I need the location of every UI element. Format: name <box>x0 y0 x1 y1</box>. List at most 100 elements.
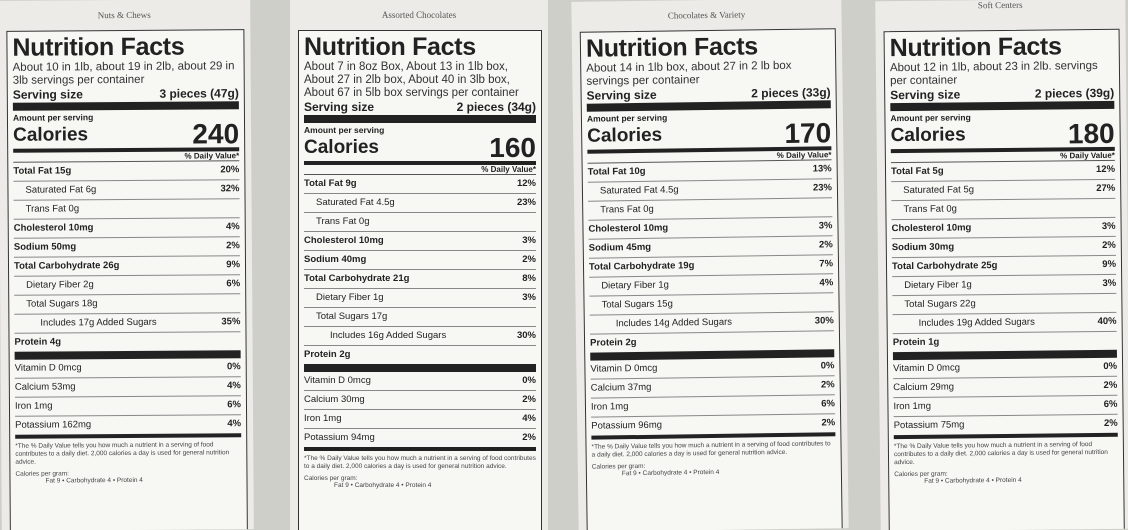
nutrient-name: Vitamin D 0mcg <box>893 362 961 375</box>
nutrition-label: Nutrition Facts About 7 in 8oz Box, About… <box>298 30 542 530</box>
serving-size-value: 2 pieces (34g) <box>456 100 536 114</box>
nutrient-row: Vitamin D 0mcg 0% <box>304 372 536 391</box>
nutrient-row: Saturated Fat 5g 27% <box>891 179 1116 202</box>
nutrient-name: Calcium 29mg <box>893 381 955 394</box>
daily-value: 23% <box>812 182 833 194</box>
daily-value: 3% <box>1101 220 1116 232</box>
nutrient-row: Calcium 30mg 2% <box>304 391 536 410</box>
serving-size: Serving size 2 pieces (39g) <box>890 85 1115 112</box>
footnote: *The % Daily Value tells you how much a … <box>591 440 831 459</box>
title: Nutrition Facts <box>304 33 476 61</box>
nutrient-row: Total Fat 9g 12% <box>304 175 536 194</box>
daily-value: 2% <box>226 240 240 252</box>
nutrition-label: Nutrition Facts About 14 in 1lb box, abou… <box>579 28 843 530</box>
calories: Calories 180 <box>890 118 1115 154</box>
nutrient-row: Includes 17g Added Sugars 35% <box>14 313 241 334</box>
caption: Nuts & Chews <box>97 9 151 21</box>
nutrient-name: Total Fat 10g <box>587 165 646 178</box>
nutrient-name: Calcium 37mg <box>590 381 652 394</box>
daily-value: 12% <box>516 178 536 189</box>
nutrient-row: Cholesterol 10mg 3% <box>891 217 1116 240</box>
servings: About 14 in 1lb box, about 27 in 2 lb bo… <box>586 59 792 88</box>
daily-value: 2% <box>522 432 536 443</box>
serving-size-label: Serving size <box>586 87 657 103</box>
daily-value: 2% <box>522 254 536 265</box>
nutrient-row: Calcium 53mg 4% <box>14 377 241 398</box>
caption: Chocolates & Variety <box>667 9 746 21</box>
calories-label: Calories <box>890 124 966 147</box>
nutrition-label: Nutrition Facts About 12 in 1lb, about 23… <box>883 28 1125 530</box>
serving-size-label: Serving size <box>890 87 961 103</box>
nutrient-row: Total Fat 5g 12% <box>890 160 1116 183</box>
daily-value: 30% <box>814 315 834 327</box>
daily-value: 4% <box>819 277 834 289</box>
daily-value: 35% <box>221 316 241 328</box>
nutrient-row: Vitamin D 0mcg 0% <box>14 358 241 379</box>
nutrient-name: Total Fat 5g <box>890 165 944 178</box>
nutrient-name: Potassium 75mg <box>893 419 965 432</box>
nutrient-row: Iron 1mg 6% <box>14 396 242 417</box>
nutrient-name: Protein 2g <box>304 349 351 360</box>
daily-value: 0% <box>226 361 241 373</box>
nutrient-row: Sodium 30mg 2% <box>891 236 1116 259</box>
footer: Calories per gram: Fat 9 • Carbohydrate 4… <box>15 469 241 485</box>
footer-values: Fat 9 • Carbohydrate 4 • Protein 4 <box>334 482 432 489</box>
daily-value: 3% <box>522 292 536 303</box>
daily-value: 7% <box>819 258 834 270</box>
nutrient-name: Dietary Fiber 2g <box>26 279 94 291</box>
nutrient-row: Potassium 162mg 4% <box>15 415 242 439</box>
nutrient-row: Includes 16g Added Sugars 30% <box>304 327 536 346</box>
nutrient-row: Cholesterol 10mg 3% <box>304 232 536 251</box>
nutrient-name: Potassium 162mg <box>15 419 92 431</box>
nutrient-row: Protein 2g <box>589 331 835 361</box>
daily-value: 30% <box>516 330 536 341</box>
daily-value: 6% <box>227 399 242 411</box>
nutrient-row: Trans Fat 0g <box>13 199 240 220</box>
daily-value: 13% <box>812 163 832 175</box>
caption: Soft Centers <box>977 0 1023 11</box>
calories-label: Calories <box>304 137 379 158</box>
footer: Calories per gram: Fat 9 • Carbohydrate 4… <box>592 460 836 477</box>
calories-value: 170 <box>784 117 832 149</box>
nutrient-name: Protein 1g <box>892 336 940 349</box>
nutrient-row: Total Sugars 18g <box>14 294 241 315</box>
nutrient-row: Saturated Fat 6g 32% <box>13 180 240 201</box>
nutrient-name: Total Carbohydrate 21g <box>304 273 410 284</box>
daily-value: 32% <box>220 183 240 195</box>
nutrient-row: Potassium 94mg 2% <box>304 429 536 451</box>
nutrient-row: Potassium 75mg 2% <box>893 414 1118 440</box>
daily-value: 6% <box>226 278 241 290</box>
footnote: *The % Daily Value tells you how much a … <box>893 441 1108 467</box>
nutrient-name: Includes 16g Added Sugars <box>330 330 447 341</box>
nutrient-name: Saturated Fat 4.5g <box>316 197 395 208</box>
daily-value: 27% <box>1096 182 1116 195</box>
daily-value: 20% <box>220 164 240 176</box>
calories-label: Calories <box>587 124 663 147</box>
daily-value: 2% <box>818 239 833 251</box>
nutrient-row: Protein 4g <box>14 332 241 360</box>
daily-value: 2% <box>820 379 835 391</box>
nutrient-name: Trans Fat 0g <box>600 203 654 216</box>
footer: Calories per gram: Fat 9 • Carbohydrate 4… <box>304 475 536 489</box>
nutrient-name: Total Carbohydrate 19g <box>588 260 695 273</box>
nutrient-name: Total Carbohydrate 25g <box>891 260 998 273</box>
nutrient-row: Trans Fat 0g <box>891 198 1116 221</box>
title: Nutrition Facts <box>12 32 185 62</box>
nutrient-name: Iron 1mg <box>893 400 932 413</box>
daily-value: 2% <box>522 394 536 405</box>
daily-value: 8% <box>522 273 536 284</box>
daily-value: 0% <box>1103 360 1118 372</box>
nutrient-name: Sodium 45mg <box>588 241 652 254</box>
nutrient-name: Total Fat 15g <box>13 165 72 177</box>
calories-label: Calories <box>13 124 89 146</box>
daily-value: 40% <box>1097 315 1117 328</box>
nutrient-name: Cholesterol 10mg <box>304 235 384 246</box>
daily-value: 6% <box>821 398 836 410</box>
serving-size-label: Serving size <box>304 100 375 114</box>
nutrient-row: Total Sugars 22g <box>892 293 1117 316</box>
daily-value: 0% <box>820 360 835 372</box>
daily-value: 2% <box>1102 239 1116 251</box>
nutrient-name: Dietary Fiber 1g <box>904 279 972 292</box>
nutrient-name: Vitamin D 0mcg <box>304 375 371 386</box>
servings: About 10 in 1lb, about 19 in 2lb, about … <box>12 60 235 87</box>
